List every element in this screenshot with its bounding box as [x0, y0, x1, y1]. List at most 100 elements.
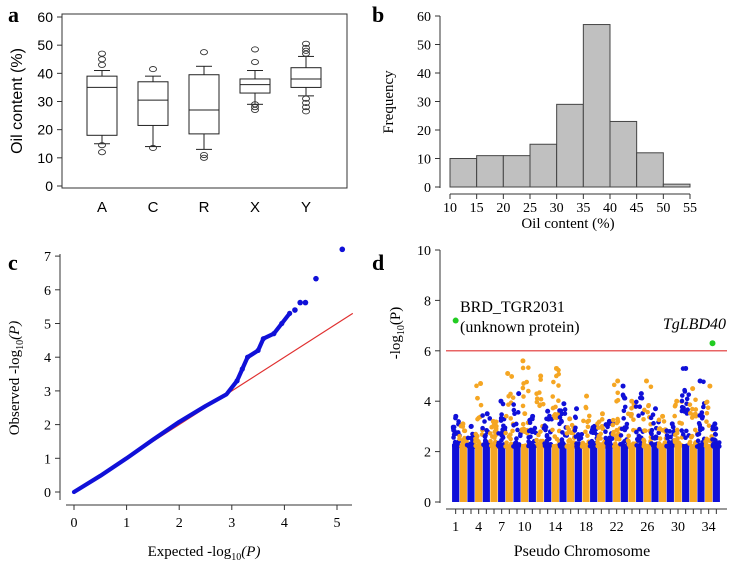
panel-a-boxplot: a 0 10 20 30 40 50 60 A C R X Y Oil content (%)	[8, 2, 348, 216]
snp-peak-point	[505, 370, 511, 376]
snp-point	[534, 399, 540, 405]
d-xtick-label: 4	[475, 520, 482, 535]
d-ytick-label: 8	[424, 294, 431, 309]
snp-point	[534, 391, 539, 397]
snp-peak-point	[453, 413, 459, 419]
snp-point	[640, 411, 645, 416]
snp-point	[636, 443, 642, 448]
hist-bar	[662, 183, 691, 188]
snp-point	[508, 391, 513, 397]
snp-point	[603, 429, 608, 435]
snp-point	[687, 410, 693, 416]
snp-point	[499, 412, 504, 417]
b-xtick-label: 45	[630, 201, 644, 216]
snp-point	[645, 409, 650, 415]
snp-point	[487, 416, 493, 421]
snp-point	[684, 396, 690, 402]
snp-peak-point	[460, 421, 466, 427]
chromosome-dense-band	[467, 444, 475, 502]
snp-point	[656, 441, 662, 446]
snp-point	[636, 413, 641, 419]
d-ytick-label: 4	[424, 395, 431, 410]
snp-point	[646, 403, 651, 409]
c-xtick-label: 1	[123, 516, 130, 531]
snp-point	[508, 416, 513, 421]
snp-point	[480, 425, 485, 431]
snp-point	[520, 365, 526, 371]
snp-point	[559, 411, 565, 417]
snp-point	[642, 407, 647, 413]
b-ytick-label: 30	[417, 96, 431, 111]
snp-point	[604, 440, 609, 446]
b-xtick-label: 55	[683, 201, 697, 216]
box-outlier	[302, 47, 310, 54]
a-xtick-label-A: A	[97, 199, 107, 216]
snp-point	[527, 417, 532, 423]
panel-c-plot-area	[71, 246, 354, 495]
snp-point	[710, 437, 715, 442]
chromosome-31-points	[679, 365, 692, 502]
c-ytick-label: 0	[44, 486, 51, 501]
panel-b-x-axis: 10 15 20 25 30 35 40 45 50 55	[443, 194, 697, 216]
c-xtick-label: 3	[228, 516, 235, 531]
snp-point	[595, 421, 600, 426]
snp-point	[657, 436, 663, 441]
observed-point	[239, 366, 245, 372]
observed-point	[244, 354, 251, 360]
d-xtick-label: 7	[498, 520, 505, 535]
box-X	[239, 46, 271, 113]
snp-point	[514, 436, 519, 441]
snp-point	[473, 439, 478, 444]
snp-point	[474, 383, 479, 389]
box-outlier	[302, 40, 310, 47]
box-outlier	[98, 149, 106, 156]
snp-point	[615, 397, 621, 403]
snp-point	[716, 444, 721, 449]
snp-peak-point	[567, 416, 573, 422]
snp-peak-point	[606, 418, 612, 424]
b-xtick-label: 40	[603, 201, 617, 216]
chromosome-24-points	[625, 398, 639, 502]
snp-point	[544, 432, 550, 438]
snp-point	[670, 442, 675, 448]
snp-point	[706, 423, 712, 428]
d-xtick-label: 22	[610, 520, 624, 535]
c-xtick-label: 2	[176, 516, 183, 531]
chromosome-9-points	[511, 391, 523, 502]
snp-point	[552, 415, 558, 420]
snp-point	[518, 431, 523, 437]
box-outlier	[302, 44, 310, 52]
snp-point	[661, 419, 667, 424]
box-outlier	[98, 61, 106, 68]
snp-point	[656, 430, 662, 436]
hist-bar	[609, 120, 638, 188]
chromosome-dense-band	[498, 444, 506, 502]
snp-label-unknown-protein: (unknown protein)	[460, 319, 580, 336]
snp-peak-point	[584, 393, 590, 399]
snp-point	[651, 421, 656, 426]
snp-point	[637, 426, 642, 432]
snp-point	[704, 419, 709, 424]
snp-point	[509, 374, 514, 379]
snp-peak-point	[498, 398, 504, 404]
snp-peak-point	[484, 411, 490, 417]
a-ytick-label: 30	[37, 94, 53, 110]
c-xtick-label: 0	[71, 516, 78, 531]
snp-point	[511, 402, 516, 407]
snp-peak-point	[660, 413, 666, 419]
box-outlier	[302, 108, 310, 115]
snp-point	[551, 379, 556, 385]
snp-point	[684, 428, 689, 434]
snp-point	[628, 442, 634, 448]
observed-top-point	[297, 299, 303, 306]
chromosome-23-points	[618, 383, 631, 502]
snp-point	[532, 425, 538, 431]
snp-point	[521, 394, 526, 399]
b-xtick-label: 10	[443, 201, 457, 216]
snp-point	[511, 407, 517, 413]
snp-point	[508, 432, 513, 437]
snp-point	[664, 433, 670, 438]
hist-bar	[449, 158, 478, 188]
snp-point	[696, 420, 702, 426]
panel-c-qq-plot: c 0 1 2 3 4 5 6 7 0 1 2 3 4 5 Observed -log10(P) Exp…	[7, 246, 354, 563]
